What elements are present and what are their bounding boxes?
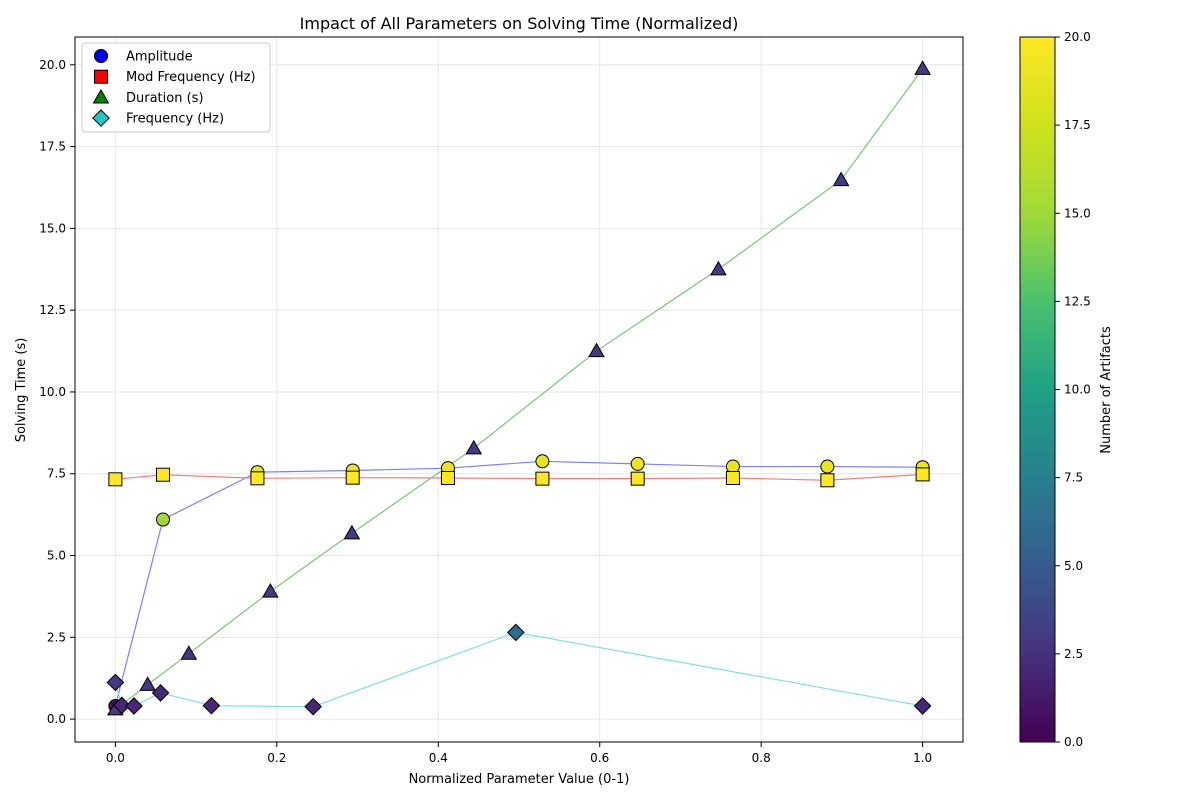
data-point: [108, 472, 123, 487]
legend-marker: [92, 109, 110, 127]
data-point: [343, 524, 361, 540]
y-axis-label: Solving Time (s): [14, 338, 29, 443]
y-tick-label: 20.0: [39, 58, 66, 72]
data-point: [345, 470, 360, 485]
y-tick-label: 7.5: [47, 467, 66, 481]
colorbar-tick-label: 15.0: [1064, 206, 1091, 220]
y-tick-label: 0.0: [47, 712, 66, 726]
x-tick-label: 0.6: [590, 751, 609, 765]
colorbar: Number of Artifacts 0.0 2.5 5.0 7.5 10.0 12.5…: [1019, 30, 1114, 749]
y-tick-label: 10.0: [39, 385, 66, 399]
legend-entry-label: Frequency (Hz): [126, 112, 224, 127]
series-line: [115, 68, 924, 710]
data-point: [112, 696, 131, 715]
x-tick-label: 1.0: [913, 751, 932, 765]
legend-entry-label: Duration (s): [126, 91, 204, 106]
data-point: [820, 473, 835, 488]
legend-entry-label: Mod Frequency (Hz): [126, 70, 256, 85]
data-point: [832, 171, 850, 187]
x-axis-label: Normalized Parameter Value (0-1): [409, 772, 630, 787]
series-line: [114, 631, 923, 708]
data-points: [106, 60, 932, 716]
colorbar-tick-label: 2.5: [1064, 647, 1083, 661]
data-point: [914, 60, 931, 75]
legend-marker: [94, 69, 108, 84]
x-tick-label: 0.4: [429, 751, 448, 765]
data-point: [202, 696, 221, 715]
data-point: [106, 673, 125, 692]
data-point: [250, 471, 265, 486]
series-lines: [114, 68, 924, 710]
data-point: [139, 676, 156, 691]
grid: [75, 37, 963, 742]
y-axis-ticks: 0.0 2.5 5.0 7.5 10.0 12.5 15.0 17.5 20.0: [39, 58, 75, 726]
data-point: [125, 697, 143, 715]
x-tick-label: 0.8: [752, 751, 771, 765]
colorbar-tick-label: 5.0: [1064, 559, 1083, 573]
colorbar-label: Number of Artifacts: [1099, 326, 1114, 454]
data-point: [155, 512, 170, 527]
data-point: [725, 470, 740, 485]
data-point: [180, 645, 198, 660]
data-point: [710, 260, 727, 276]
data-point: [820, 459, 835, 474]
data-point: [155, 467, 170, 482]
colorbar-tick-label: 7.5: [1064, 471, 1083, 485]
y-tick-label: 12.5: [39, 303, 66, 317]
data-point: [535, 471, 550, 486]
data-point: [535, 454, 550, 469]
x-tick-label: 0.2: [267, 751, 286, 765]
colorbar-tick-label: 10.0: [1064, 383, 1091, 397]
data-point: [915, 467, 930, 482]
y-tick-label: 5.0: [47, 549, 66, 563]
legend-marker: [92, 88, 110, 104]
colorbar-tick-label: 17.5: [1064, 118, 1091, 132]
colorbar-tick-label: 20.0: [1064, 30, 1091, 44]
colorbar-tick-label: 0.0: [1064, 735, 1083, 749]
legend-entry-label: Amplitude: [126, 50, 193, 65]
series-line: [114, 460, 923, 707]
data-point: [262, 583, 279, 598]
legend: Amplitude Mod Frequency (Hz) Duration (s) F…: [81, 42, 271, 133]
chart-title: Impact of All Parameters on Solving Time…: [300, 14, 739, 33]
y-tick-label: 15.0: [39, 221, 66, 235]
data-point: [506, 623, 525, 642]
legend-marker: [94, 49, 108, 63]
data-point: [913, 697, 932, 715]
data-point: [630, 456, 645, 471]
x-axis-ticks: 0.0 0.2 0.4 0.6 0.8 1.0: [106, 742, 932, 765]
data-point: [304, 697, 322, 716]
y-tick-label: 17.5: [39, 140, 66, 154]
plot-area-frame: [74, 36, 964, 743]
data-point: [630, 471, 645, 486]
data-point: [151, 684, 170, 702]
data-point: [465, 439, 483, 455]
x-tick-label: 0.0: [106, 751, 125, 765]
legend-box: [81, 42, 271, 133]
colorbar-gradient: [1019, 36, 1056, 743]
y-tick-label: 2.5: [47, 630, 66, 644]
colorbar-tick-label: 12.5: [1064, 294, 1091, 308]
data-point: [588, 342, 605, 358]
series-line: [115, 473, 923, 481]
data-point: [440, 470, 455, 485]
